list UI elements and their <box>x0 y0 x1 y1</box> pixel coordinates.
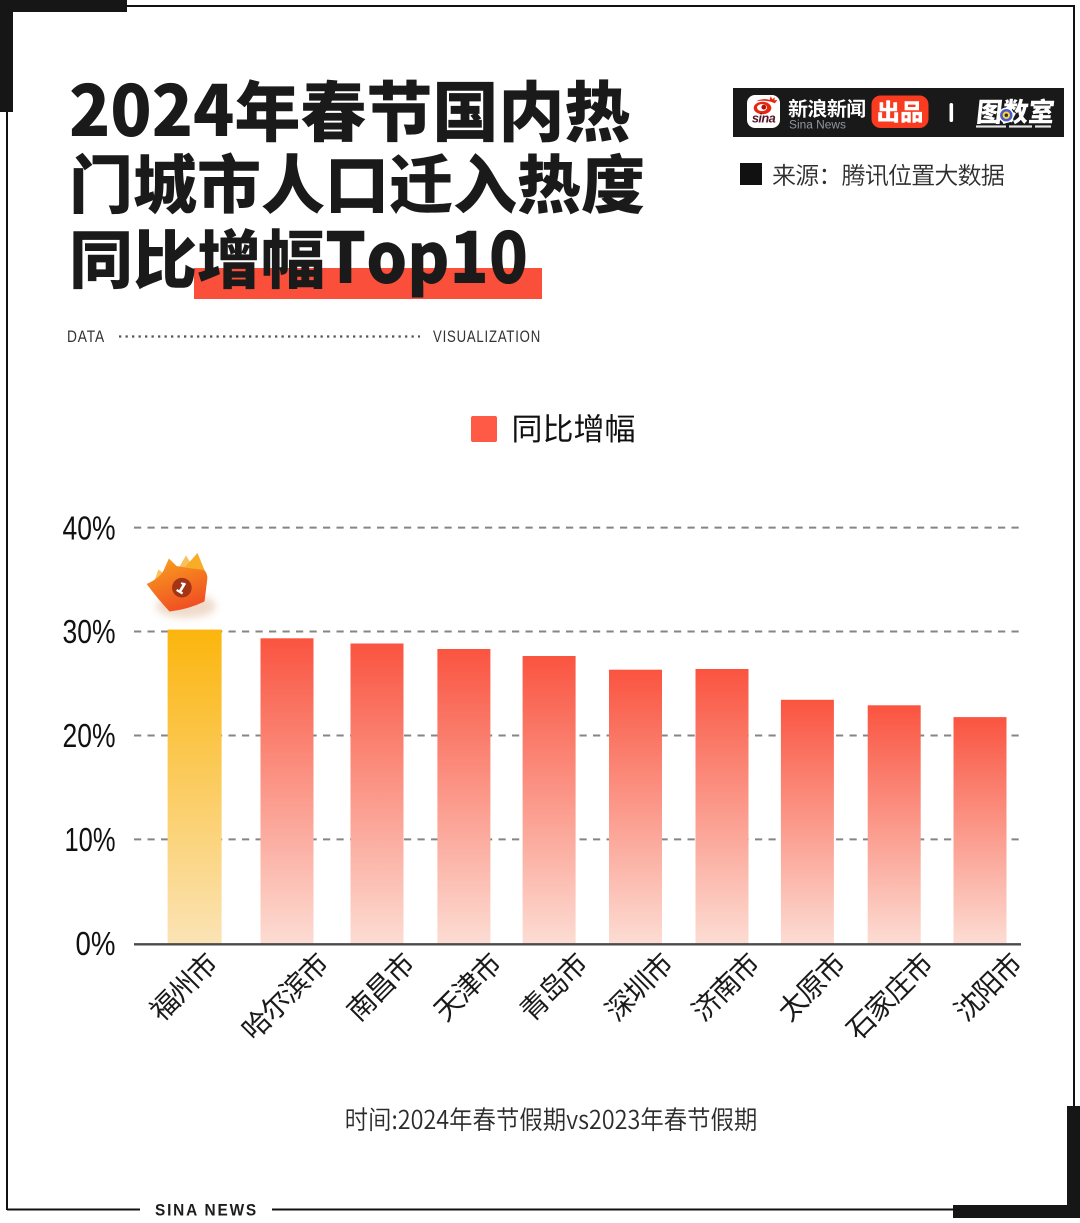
svg-text:SINA NEWS: SINA NEWS <box>155 1201 258 1219</box>
svg-text:30%: 30% <box>63 613 116 650</box>
svg-text:Sina News: Sina News <box>789 120 846 132</box>
svg-text:20%: 20% <box>63 717 116 754</box>
svg-text:10%: 10% <box>65 821 116 858</box>
svg-text:VISUALIZATION: VISUALIZATION <box>433 328 541 346</box>
svg-text:sina: sina <box>752 111 776 126</box>
svg-text:40%: 40% <box>63 509 116 546</box>
svg-text:DATA: DATA <box>67 328 105 346</box>
svg-text:0%: 0% <box>76 925 116 962</box>
